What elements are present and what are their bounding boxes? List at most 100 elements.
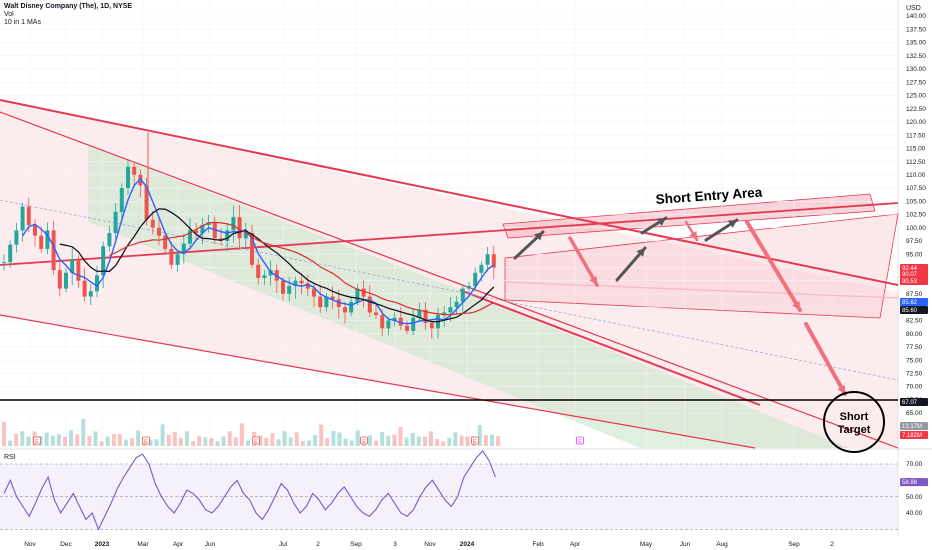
candle-body [237,217,242,239]
rsi-band [0,464,898,530]
price-tag-label: 7.182M [902,433,922,439]
volume-bar [465,436,470,446]
volume-bar [166,434,171,446]
moving-average-line [59,208,495,323]
candle-body [491,254,496,268]
short-target-label-2: Target [838,424,871,436]
moving-average-line [22,177,495,325]
candle-body [157,227,161,236]
earnings-marker[interactable] [142,436,150,445]
time-tick-label: Jun [680,541,691,548]
time-tick-label: Sep [788,541,800,548]
earnings-marker[interactable] [33,436,41,445]
price-tag-label: 13.17M [902,424,922,430]
candle-body [374,312,378,316]
candle-body [312,288,316,297]
candle-body [163,235,168,249]
time-tick-label: 2 [316,541,320,548]
time-tick-label: 3 [393,541,397,548]
price-tick-label: 112.50 [906,159,926,166]
candle-body [355,288,360,302]
candle-body [473,272,478,286]
candle-body [64,272,68,289]
rsi-tag-label: 58.88 [902,480,918,486]
price-tick-label: 125.00 [906,93,926,100]
volume-bar [483,435,488,446]
trendline [504,281,899,299]
candle-body [361,288,366,297]
annotation-arrow-head [837,385,845,394]
candle-body [460,288,465,302]
right-red-wedge [504,213,899,319]
earnings-marker-label: E [362,439,366,445]
earnings-marker[interactable] [360,436,368,445]
volume-bar [313,434,318,446]
price-tick-label: 140.00 [906,13,926,20]
candle-body [150,219,155,228]
volume-bar [490,434,494,446]
volume-bar [93,431,98,446]
price-tag [900,422,928,430]
volume-bar [130,438,135,446]
candle-body [330,296,335,300]
trendline [0,314,756,449]
volume-bar [441,441,446,446]
moving-averages [22,177,495,325]
earnings-marker[interactable] [471,436,479,445]
candle-body [318,296,323,308]
volume-bar [294,432,299,446]
price-axis[interactable]: 140.00 137.50 135.00 132.50 130.00 127.50 125.… [906,13,926,517]
price-tick-label: 105.00 [906,198,926,205]
volume-bar [172,432,177,446]
time-tick-label: 2023 [95,541,110,548]
price-tag-label: 67.07 [902,400,918,406]
candle-body [88,291,93,297]
candle-body [429,323,434,329]
earnings-marker[interactable] [252,436,260,445]
volume-bar [44,432,49,446]
price-tag-label: 92.44 [902,266,918,272]
volume-bar [477,425,482,446]
price-tag-label: 90.53 [902,279,918,285]
candle-body [138,174,143,186]
short-entry-box [502,193,876,239]
price-tick-label: 117.50 [906,132,926,139]
price-tick-label: 102.50 [906,212,926,219]
currency-label[interactable]: USD [906,5,921,12]
earnings-marker-label: E [578,439,582,445]
annotation-arrow [745,220,802,312]
candle-body [95,275,99,292]
time-tick-label: Apr [173,541,184,548]
candle-body [442,312,447,316]
candle-body [101,246,106,276]
price-tick-label: 65.00 [906,410,923,417]
volume-bar [416,436,421,446]
price-tick-label: 122.50 [906,106,926,113]
volume-bar [20,431,25,446]
moving-average-line [109,221,495,316]
rsi-label: RSI [4,454,16,461]
candle-body [349,301,354,313]
time-axis[interactable]: Nov Dec 2023 Mar Apr Jun Jul 2 Sep 3 Nov 2024 Feb Apr… [24,541,834,548]
price-tick-label: 120.00 [906,119,926,126]
time-tick-label: Jun [205,541,216,548]
volume-bar [203,437,208,446]
volume-bar [429,431,433,446]
annotation-arrow [568,236,599,287]
volume-bar [270,433,275,446]
rsi-tick-label: 50.00 [906,494,923,501]
candle-body [423,309,428,324]
time-tick-label: Dec [60,541,72,548]
price-tick-label: 110.00 [906,172,926,179]
price-tick-label: 80.00 [906,331,923,338]
price-tick-label: 100.00 [906,225,926,232]
volume-bar [398,426,403,446]
candle-body [485,254,490,265]
volume-bar [410,432,415,446]
time-tick-label: 2024 [460,541,475,548]
candle-body [250,233,254,265]
earnings-marker[interactable] [576,436,584,445]
volume-bar [447,437,452,446]
